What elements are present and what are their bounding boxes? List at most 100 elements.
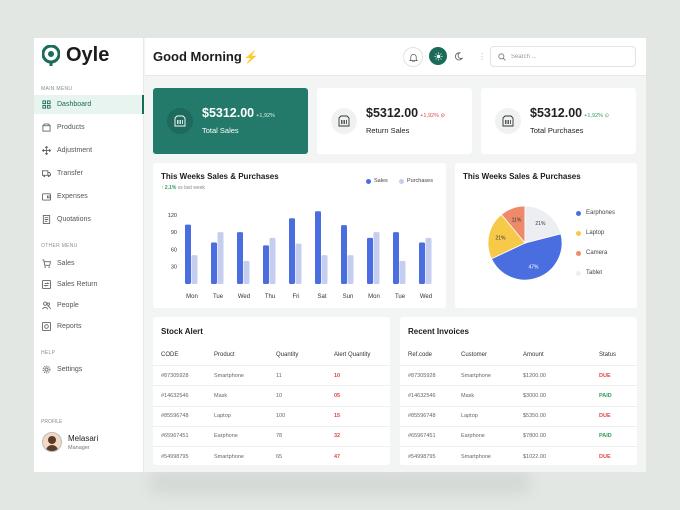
sun-icon bbox=[433, 51, 443, 61]
bar-sales[interactable] bbox=[289, 218, 295, 284]
x-tick-label: Tue bbox=[395, 294, 406, 300]
bar-purchases[interactable] bbox=[269, 237, 276, 284]
table-header-row: Ref.code Customer Amount Status bbox=[400, 345, 637, 365]
sidebar-item-sales[interactable]: Sales bbox=[34, 254, 144, 273]
legend-laptop: Laptop bbox=[576, 230, 604, 236]
avatar bbox=[42, 432, 62, 452]
notification-button[interactable] bbox=[403, 47, 423, 67]
pie-slice-laptop[interactable] bbox=[487, 213, 526, 260]
chart-subtitle: ↑ 2.1% vs last week bbox=[161, 185, 205, 191]
table-row[interactable]: #85596748 Laptop 100 15 bbox=[153, 405, 390, 426]
bar-purchases[interactable] bbox=[347, 255, 354, 284]
profile-role: Manager bbox=[68, 444, 90, 451]
column-header: Quantity bbox=[276, 352, 299, 358]
light-mode-button[interactable] bbox=[429, 47, 447, 65]
column-header: Amount bbox=[523, 352, 544, 358]
table-cell: 65 bbox=[276, 453, 283, 460]
theme-toggle[interactable] bbox=[429, 47, 469, 67]
bar-chart: 30 60 90 120 Mon Tue Wed Thu Fri Sat Sun Mon Tue Wed bbox=[168, 211, 432, 300]
bar-purchases[interactable] bbox=[399, 260, 406, 284]
table-row[interactable]: #65967451 Earphone $7800.00 PAID bbox=[400, 425, 637, 446]
moon-icon bbox=[454, 51, 463, 60]
table-row[interactable]: #65967451 Earphone 78 32 bbox=[153, 425, 390, 446]
sidebar-item-products[interactable]: Products bbox=[34, 118, 144, 137]
bar-purchases[interactable] bbox=[321, 255, 328, 284]
bar-sales[interactable] bbox=[341, 225, 347, 284]
pie-slice-tablet[interactable] bbox=[524, 205, 562, 244]
sidebar-item-label: People bbox=[57, 302, 79, 309]
sidebar-item-transfer[interactable]: Transfer bbox=[34, 164, 144, 183]
bar-sales[interactable] bbox=[315, 211, 321, 284]
table-cell: PAID bbox=[599, 392, 612, 399]
stat-card-total-sales[interactable]: $5312.00 +1,92% Total Sales bbox=[153, 88, 308, 154]
pie-value-label: 21% bbox=[535, 221, 546, 227]
table-row[interactable]: #54998795 Smartphone $1022.00 DUE bbox=[400, 446, 637, 466]
sidebar-item-adjustment[interactable]: Adjustment bbox=[34, 141, 144, 160]
logo-mark-icon bbox=[42, 44, 60, 66]
main-menu-label: MAIN MENU bbox=[41, 86, 73, 92]
table-cell: DUE bbox=[599, 413, 611, 420]
greeting-text: Good Morning bbox=[153, 49, 242, 64]
bar-purchases[interactable] bbox=[243, 260, 250, 284]
table-cell: #65967451 bbox=[408, 433, 436, 440]
table-row[interactable]: #87305928 Smartphone 11 10 bbox=[153, 365, 390, 385]
topbar: Good Morning ⚡ ⋮ bbox=[145, 38, 646, 76]
sidebar-item-label: Quotations bbox=[57, 216, 91, 223]
bar-sales[interactable] bbox=[237, 232, 243, 284]
search-box[interactable] bbox=[490, 46, 636, 67]
sidebar-item-reports[interactable]: Reports bbox=[34, 317, 144, 336]
app-name: Oyle bbox=[66, 44, 110, 66]
sidebar: Oyle MAIN MENU Dashboard Products Adjust… bbox=[34, 38, 144, 472]
help-label: HELP bbox=[41, 350, 56, 356]
x-tick-label: Wed bbox=[420, 294, 432, 300]
table-cell: #54998795 bbox=[161, 453, 189, 460]
bar-purchases[interactable] bbox=[295, 243, 302, 284]
bar-sales[interactable] bbox=[367, 237, 373, 284]
sidebar-item-expenses[interactable]: Expenses bbox=[34, 187, 144, 206]
profile-label: PROFILE bbox=[41, 419, 63, 425]
pie-chart-card: This Weeks Sales & Purchases 47% 21% 11% 21… bbox=[455, 163, 637, 308]
table-cell: #85596748 bbox=[408, 413, 436, 420]
pie-slice-earphones[interactable] bbox=[490, 233, 563, 281]
sidebar-item-people[interactable]: People bbox=[34, 296, 144, 315]
bar-sales[interactable] bbox=[393, 232, 399, 284]
sidebar-item-settings[interactable]: Settings bbox=[34, 360, 144, 379]
table-cell: #65967451 bbox=[161, 433, 189, 440]
bar-sales[interactable] bbox=[185, 224, 191, 284]
bar-sales[interactable] bbox=[263, 245, 269, 284]
table-cell: Smartphone bbox=[461, 453, 491, 460]
bar-purchases[interactable] bbox=[217, 232, 224, 284]
table-cell: Smartphone bbox=[461, 372, 491, 379]
x-tick-label: Mon bbox=[186, 294, 198, 300]
bar-purchases[interactable] bbox=[373, 232, 380, 284]
table-cell: 10 bbox=[334, 372, 341, 379]
stat-card-total-purchases[interactable]: $5312.00 +1,92% ⊙ Total Purchases bbox=[481, 88, 636, 154]
table-row[interactable]: #85596748 Laptop $5350.00 DUE bbox=[400, 405, 637, 426]
profile[interactable]: Melasari Manager bbox=[42, 432, 98, 452]
table-cell: DUE bbox=[599, 372, 611, 379]
table-row[interactable]: #14632546 Mask 10 05 bbox=[153, 385, 390, 405]
sidebar-item-sales-return[interactable]: Sales Return bbox=[34, 275, 144, 294]
dark-mode-button[interactable] bbox=[449, 47, 467, 65]
sidebar-item-dashboard[interactable]: Dashboard bbox=[34, 95, 144, 114]
table-cell: #14632546 bbox=[408, 392, 436, 399]
sidebar-item-label: Adjustment bbox=[57, 147, 93, 154]
bar-sales[interactable] bbox=[419, 242, 425, 284]
table-row[interactable]: #54998795 Smartphone 65 47 bbox=[153, 446, 390, 466]
sidebar-item-quotations[interactable]: Quotations bbox=[34, 210, 144, 229]
stat-card-return-sales[interactable]: $5312.00 +1,92% ⊘ Return Sales bbox=[317, 88, 472, 154]
bar-purchases[interactable] bbox=[191, 255, 198, 284]
search-input[interactable] bbox=[511, 53, 621, 60]
table-cell: 15 bbox=[334, 413, 341, 420]
trend-down-icon: ⊘ bbox=[440, 113, 446, 119]
more-icon[interactable]: ⋮ bbox=[478, 52, 486, 61]
pie-value-label: 21% bbox=[495, 236, 506, 242]
table-row[interactable]: #87305928 Smartphone $1200.00 DUE bbox=[400, 365, 637, 385]
table-cell: Smartphone bbox=[214, 372, 244, 379]
bar-sales[interactable] bbox=[211, 242, 217, 284]
table-row[interactable]: #14632546 Mask $3000.00 PAID bbox=[400, 385, 637, 405]
table-cell: $1200.00 bbox=[523, 372, 546, 379]
bar-purchases[interactable] bbox=[425, 237, 432, 284]
arrow-up-icon: ↑ bbox=[161, 185, 164, 191]
sidebar-item-label: Settings bbox=[57, 366, 83, 373]
